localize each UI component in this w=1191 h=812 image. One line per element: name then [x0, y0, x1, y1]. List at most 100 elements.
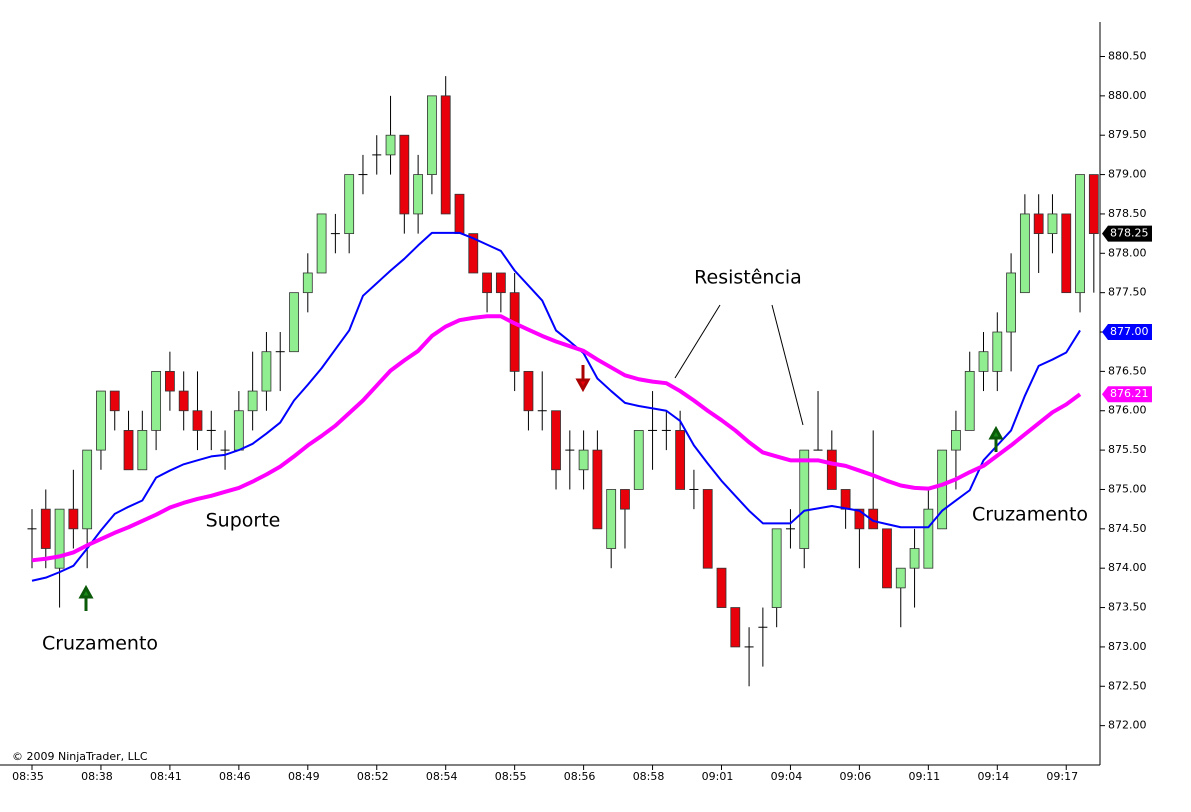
candle-body — [771, 528, 782, 608]
x-tick-label: 09:06 — [840, 770, 872, 783]
candle-body — [316, 213, 327, 274]
candle-body — [454, 193, 465, 235]
candle-body — [937, 449, 948, 530]
x-tick-label: 09:14 — [977, 770, 1009, 783]
y-tick-label: 878.50 — [1108, 207, 1147, 220]
candle-body — [399, 134, 410, 215]
moving-average — [31, 231, 1081, 582]
candle-body — [385, 134, 396, 156]
candle-body — [413, 174, 424, 215]
y-tick-label: 872.00 — [1108, 719, 1147, 732]
candle-body — [482, 272, 492, 294]
candle-body — [633, 430, 644, 490]
candle-body — [868, 508, 879, 530]
moving-average — [31, 314, 1082, 563]
x-tick-label: 08:55 — [495, 770, 527, 783]
sell-arrow — [575, 365, 591, 393]
candle-body — [109, 390, 120, 412]
x-tick-label: 08:49 — [288, 770, 320, 783]
candle-body — [509, 292, 520, 372]
buy-arrow — [78, 584, 94, 611]
y-tick-label: 879.00 — [1108, 168, 1147, 181]
price-marker-label: 877.00 — [1110, 325, 1149, 338]
candle-body — [882, 528, 892, 589]
candle-body — [1033, 213, 1044, 235]
candle-body — [895, 567, 906, 589]
candle-body — [302, 272, 313, 294]
candle-body — [702, 489, 713, 569]
candle-body — [192, 410, 203, 431]
candle-body — [992, 331, 1003, 372]
y-tick-label: 875.50 — [1108, 443, 1147, 456]
annotation: Cruzamento — [972, 504, 1088, 526]
candle-body — [951, 430, 961, 451]
candle-body — [523, 370, 534, 412]
candle-body — [799, 449, 810, 549]
y-tick-label: 879.50 — [1108, 128, 1147, 141]
candle-body — [1006, 272, 1016, 333]
y-tick-label: 877.50 — [1108, 286, 1147, 299]
candle-body — [964, 370, 975, 431]
candle-body — [716, 567, 727, 608]
candle-body — [909, 548, 920, 569]
candle-body — [606, 489, 617, 549]
candle-body — [82, 449, 93, 530]
candle-body — [289, 292, 299, 353]
x-tick-label: 09:11 — [908, 770, 940, 783]
candle-body — [96, 390, 106, 451]
x-tick-label: 08:35 — [12, 770, 44, 783]
candle-body — [578, 449, 589, 471]
x-tick-label: 08:38 — [81, 770, 113, 783]
y-tick-label: 875.00 — [1108, 482, 1147, 495]
candle-body — [675, 430, 686, 490]
candle-body — [344, 174, 355, 235]
candle-body — [164, 370, 175, 392]
candle-body — [1061, 213, 1072, 294]
annotation: Suporte — [206, 510, 281, 532]
y-tick-label: 873.50 — [1108, 601, 1147, 614]
y-tick-label: 878.00 — [1108, 246, 1147, 259]
candle-body — [178, 390, 189, 412]
candle-body — [247, 390, 258, 412]
x-tick-label: 09:01 — [702, 770, 734, 783]
candle-body — [840, 489, 851, 510]
x-tick-label: 08:46 — [219, 770, 251, 783]
x-tick-label: 08:58 — [633, 770, 665, 783]
y-tick-label: 872.50 — [1108, 679, 1147, 692]
candle-body — [495, 272, 506, 294]
y-tick-label: 876.50 — [1108, 364, 1147, 377]
y-tick-label: 874.50 — [1108, 522, 1147, 535]
candle-body — [1075, 174, 1085, 294]
candle-body — [40, 508, 51, 549]
candle-body — [730, 607, 741, 648]
buy-arrow — [988, 425, 1004, 452]
copyright: © 2009 NinjaTrader, LLC — [12, 750, 148, 763]
candle-body — [68, 508, 79, 530]
x-tick-label: 08:41 — [150, 770, 182, 783]
candle-body — [261, 351, 272, 392]
candle-body — [137, 430, 148, 471]
annotation-line — [771, 304, 804, 426]
candle-body — [151, 370, 162, 431]
candle-body — [233, 410, 244, 451]
x-tick-label: 09:04 — [771, 770, 803, 783]
price-marker-label: 878.25 — [1110, 227, 1149, 240]
x-tick-label: 08:54 — [426, 770, 458, 783]
candle-body — [592, 449, 603, 530]
candle-body — [854, 508, 865, 530]
y-tick-label: 880.50 — [1108, 49, 1147, 62]
candle-body — [440, 95, 451, 215]
candle-body — [1088, 174, 1099, 235]
candle-body — [826, 449, 837, 490]
candle-body — [978, 351, 989, 372]
candle-body — [1019, 213, 1030, 294]
annotation: Cruzamento — [42, 633, 158, 655]
y-tick-label: 876.00 — [1108, 404, 1147, 417]
y-tick-label: 874.00 — [1108, 561, 1147, 574]
price-marker — [1102, 225, 1152, 242]
plot-area — [27, 76, 1099, 687]
price-marker — [1102, 324, 1152, 341]
candle-body — [551, 410, 561, 471]
